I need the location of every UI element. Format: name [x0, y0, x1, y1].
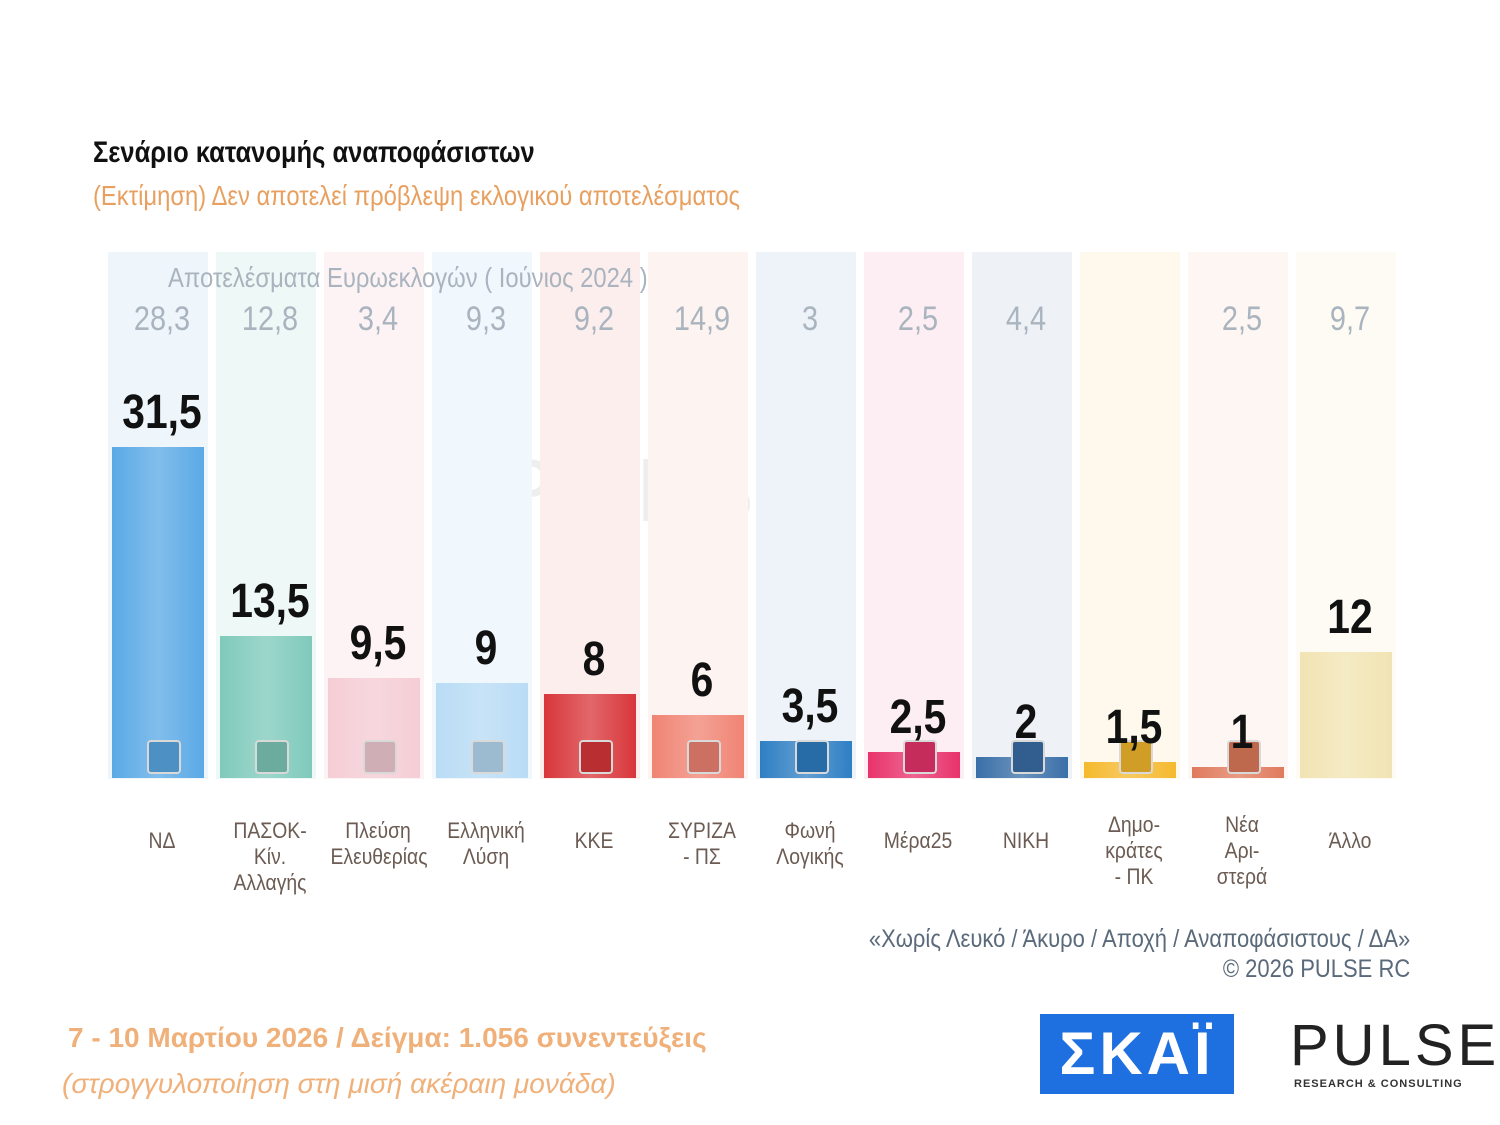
party-logo-icon [1227, 740, 1261, 774]
value-label: 8 [582, 632, 606, 686]
value-label: 12 [1327, 590, 1373, 644]
party-logo-icon [147, 740, 181, 774]
party-logo-icon [579, 740, 613, 774]
survey-date-sample: 7 - 10 Μαρτίου 2026 / Δείγμα: 1.056 συνε… [68, 1022, 707, 1053]
column-background [864, 252, 964, 779]
category-label-line: Φωνή [784, 818, 836, 843]
party-logo-icon [363, 740, 397, 774]
skai-logo: ΣΚΑΪ [1040, 1014, 1234, 1094]
value-label: 9 [474, 622, 498, 676]
euro-results-title: Αποτελέσματα Ευρωεκλογών ( Ιούνιος 2024 … [168, 262, 648, 293]
value-label: 2 [1014, 695, 1038, 749]
category-label-line: κράτες [1105, 838, 1163, 863]
category-label: ΚΚΕ [546, 828, 641, 854]
value-label: 1 [1230, 706, 1254, 760]
category-label-line: ΠΑΣΟΚ-Κίν. [233, 818, 307, 869]
euro-result-label: 4,4 [1005, 300, 1047, 338]
euro-result-label: 9,2 [573, 300, 615, 338]
euro-result-label: 2,5 [897, 300, 939, 338]
party-logo-icon [687, 740, 721, 774]
euro-result-label: 9,7 [1329, 300, 1371, 338]
category-label-line: Άλλο [1328, 828, 1372, 853]
chart-subtitle: (Εκτίμηση) Δεν αποτελεί πρόβλεψη εκλογικ… [93, 180, 741, 211]
value-label: 31,5 [122, 386, 202, 439]
column-background [1080, 252, 1180, 779]
pulse-logo-subtitle: RESEARCH & CONSULTING [1294, 1078, 1463, 1090]
category-label-line: Νέα [1225, 812, 1259, 837]
value-label: 9,5 [349, 617, 407, 671]
category-label-line: Μέρα25 [883, 828, 953, 853]
column-background [540, 252, 640, 779]
note-exclusions: «Χωρίς Λευκό / Άκυρο / Αποχή / Αναποφάσι… [868, 925, 1410, 953]
euro-result-label: 3,4 [357, 300, 399, 338]
party-logo-icon [471, 740, 505, 774]
bar [112, 447, 204, 778]
category-label-line: Αλλαγής [233, 870, 307, 895]
party-logo-icon [903, 740, 937, 774]
party-logo-icon [255, 740, 289, 774]
copyright: © 2026 PULSE RC [1222, 955, 1410, 983]
value-label: 3,5 [781, 680, 839, 734]
value-label: 1,5 [1105, 701, 1163, 755]
category-label-line: - ΠΚ [1114, 864, 1154, 889]
euro-result-label: 2,5 [1221, 300, 1263, 338]
category-label-line: Λογικής [776, 844, 844, 869]
rounding-note: (στρογγυλοποίηση στη μισή ακέραιη μονάδα… [62, 1068, 616, 1099]
category-label: ΠΑΣΟΚ-Κίν. Αλλαγής [222, 818, 317, 896]
category-label-line: ΣΥΡΙΖΑ [668, 818, 736, 843]
column-background [972, 252, 1072, 779]
category-label-line: Δημο- [1107, 812, 1161, 837]
chart-title: Σενάριο κατανομής αναποφάσιστων [93, 136, 535, 169]
category-label: Νέα Αρι-στερά [1194, 812, 1289, 890]
category-label: ΝΔ [114, 828, 209, 854]
pulse-logo: PULSE [1290, 1013, 1500, 1078]
value-label: 2,5 [889, 690, 947, 744]
category-label: Δημο-κράτες - ΠΚ [1086, 812, 1181, 890]
party-logo-icon [1011, 740, 1045, 774]
category-label-line: - ΠΣ [683, 844, 721, 869]
euro-result-label: 3 [801, 300, 819, 338]
bar [1300, 651, 1392, 778]
category-label-line: Αρι- [1224, 838, 1260, 863]
euro-result-label: 28,3 [133, 300, 191, 338]
party-logo-icon [795, 740, 829, 774]
category-label-line: Ελευθερίας [330, 844, 428, 869]
column-background [648, 252, 748, 779]
euro-result-label: 12,8 [241, 300, 299, 338]
category-label-line: Πλεύση [345, 818, 411, 843]
column-background [756, 252, 856, 779]
category-label-line: ΝΙΚΗ [1002, 828, 1050, 853]
value-label: 6 [690, 653, 714, 707]
category-label-line: Λύση [462, 844, 510, 869]
column-background [1188, 252, 1288, 779]
category-label-line: ΝΔ [148, 828, 176, 853]
category-label-line: Ελληνική [447, 818, 525, 843]
category-label: Άλλο [1302, 828, 1397, 854]
category-label: Ελληνική Λύση [438, 818, 533, 870]
category-label: ΝΙΚΗ [978, 828, 1073, 854]
category-label-line: ΚΚΕ [574, 828, 614, 853]
value-label: 13,5 [230, 575, 310, 629]
footnote: «Χωρίς Λευκό / Άκυρο / Αποχή / Αναποφάσι… [869, 924, 1410, 984]
category-label-line: στερά [1216, 864, 1268, 889]
category-label: Φωνή Λογικής [762, 818, 857, 870]
euro-result-label: 9,3 [465, 300, 507, 338]
category-label: Μέρα25 [870, 828, 965, 854]
party-logo-icon [1119, 740, 1153, 774]
euro-result-label: 14,9 [673, 300, 731, 338]
category-label: ΣΥΡΙΖΑ - ΠΣ [654, 818, 749, 870]
category-label: Πλεύση Ελευθερίας [330, 818, 428, 870]
